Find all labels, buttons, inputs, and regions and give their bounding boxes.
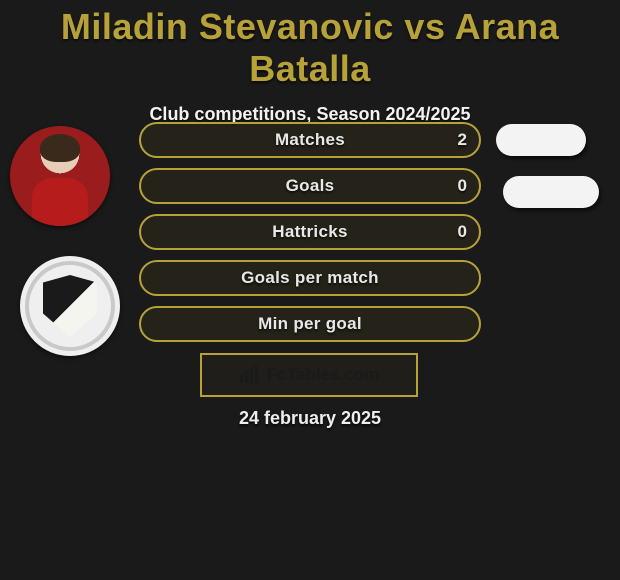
- stat-bar-left: Hattricks 0: [139, 214, 481, 250]
- stat-bar-left: Min per goal: [139, 306, 481, 342]
- stat-row-hattricks: Hattricks 0: [0, 210, 620, 256]
- stat-label: Goals per match: [241, 268, 379, 288]
- brand-watermark: FcTables.com: [200, 353, 418, 397]
- stat-label: Min per goal: [258, 314, 362, 334]
- stat-blob-right: [496, 124, 586, 156]
- bar-chart-icon: [239, 366, 261, 384]
- date-text: 24 february 2025: [0, 408, 620, 429]
- comparison-infographic: Miladin Stevanovic vs Arana Batalla Club…: [0, 0, 620, 580]
- page-title: Miladin Stevanovic vs Arana Batalla: [0, 0, 620, 90]
- stat-row-min-per-goal: Min per goal: [0, 302, 620, 348]
- stat-value-left: 0: [458, 176, 467, 196]
- stat-bar-left: Matches 2: [139, 122, 481, 158]
- brand-text: FcTables.com: [267, 365, 379, 385]
- stat-row-goals-per-match: Goals per match: [0, 256, 620, 302]
- stat-blob-right: [503, 176, 599, 208]
- stat-label: Hattricks: [272, 222, 347, 242]
- stats-area: Matches 2 Goals 0 Hattricks 0 Goals per …: [0, 118, 620, 348]
- stat-bar-left: Goals per match: [139, 260, 481, 296]
- stat-value-left: 2: [458, 130, 467, 150]
- stat-label: Matches: [275, 130, 345, 150]
- stat-row-matches: Matches 2: [0, 118, 620, 164]
- stat-label: Goals: [286, 176, 335, 196]
- stat-value-left: 0: [458, 222, 467, 242]
- stat-bar-left: Goals 0: [139, 168, 481, 204]
